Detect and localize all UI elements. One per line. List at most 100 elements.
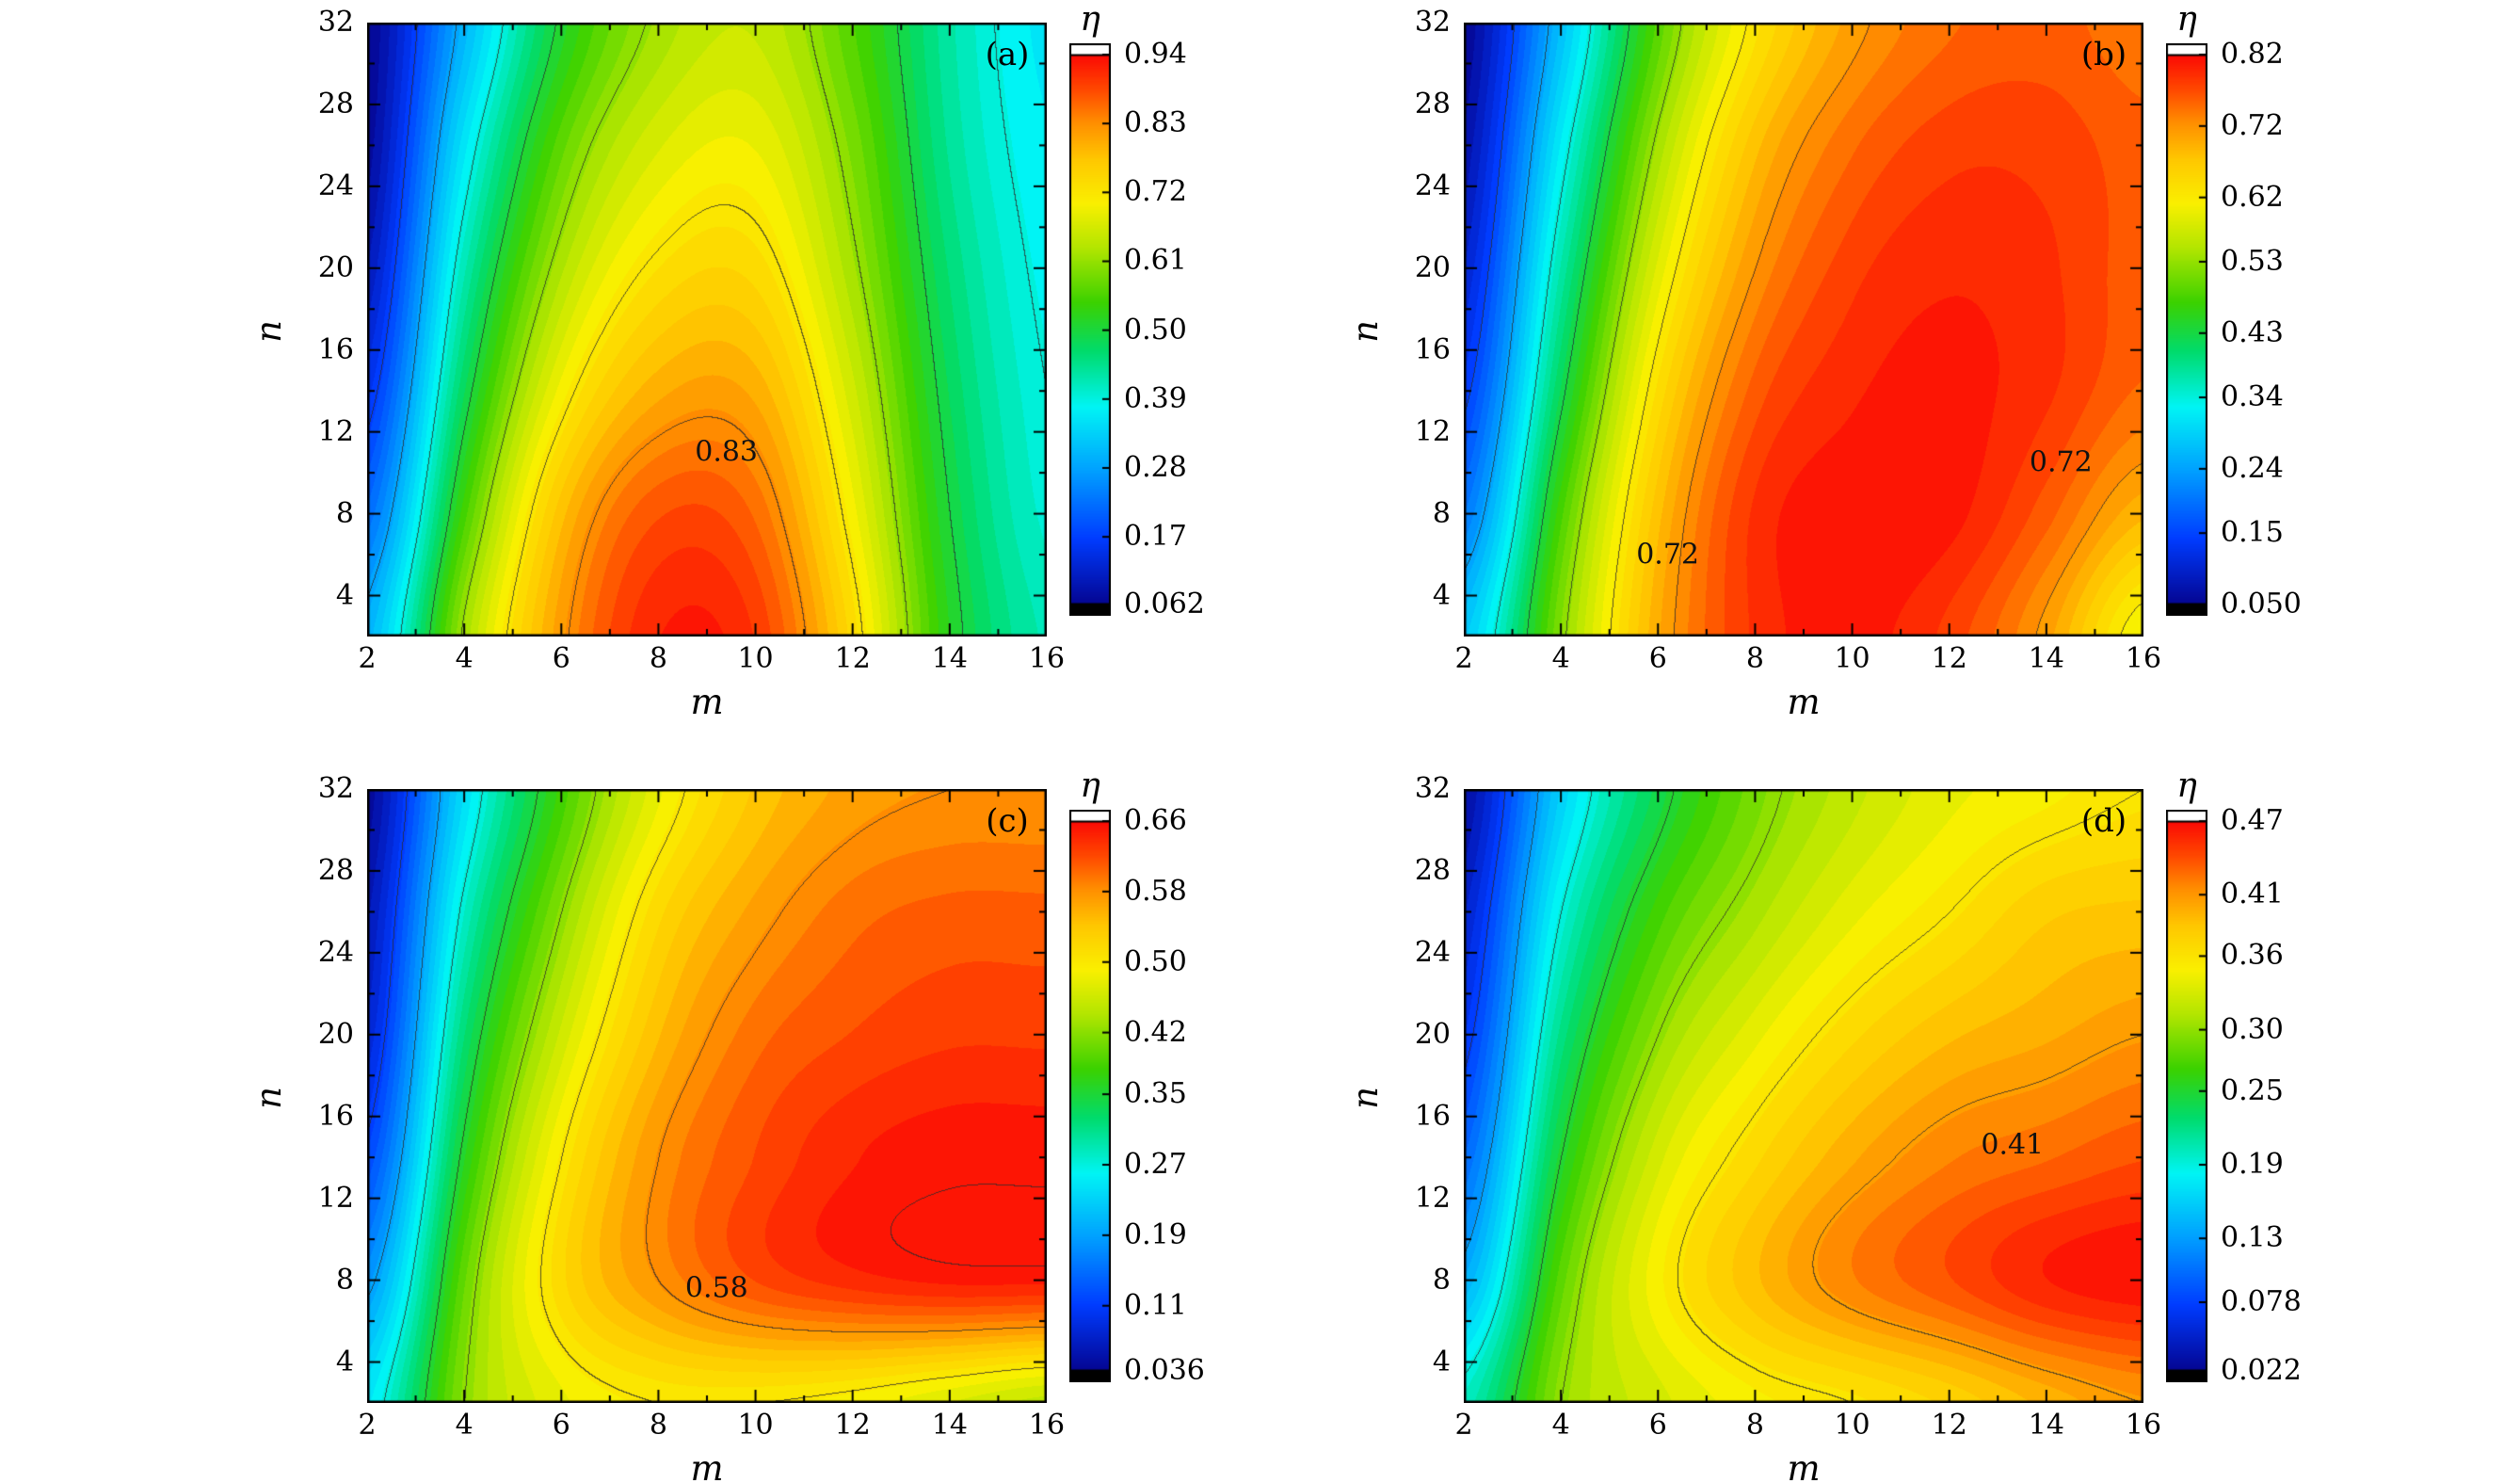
y-tick-label: 32 <box>1414 772 1451 805</box>
x-tick-label: 12 <box>1931 642 1967 675</box>
y-tick-label: 20 <box>1414 1017 1451 1051</box>
y-tick-label: 20 <box>1414 250 1451 284</box>
x-tick-label: 6 <box>552 642 570 675</box>
y-tick-label: 24 <box>1414 935 1451 969</box>
contour-level-label: 0.83 <box>695 435 759 469</box>
y-tick-label: 20 <box>317 1017 354 1051</box>
x-tick-label: 16 <box>1028 642 1066 675</box>
colorbar-tick-label: 0.35 <box>1124 1077 1187 1111</box>
y-tick-label: 4 <box>1432 1345 1451 1378</box>
panel-d: n m η (d) 2 4 6 8 10 12 14 16 4 8 12 16 20 24 28 32 0.47… <box>1097 766 2349 1483</box>
y-tick-label: 12 <box>1414 414 1451 448</box>
x-tick-label: 10 <box>1834 642 1870 675</box>
y-tick-label: 28 <box>317 87 354 121</box>
x-axis-label: m <box>690 1448 724 1483</box>
colorbar-tick-label: 0.47 <box>2221 804 2284 837</box>
x-axis-label: m <box>1787 1448 1821 1483</box>
colorbar-tick-label: 0.036 <box>1124 1354 1205 1387</box>
y-tick-label: 16 <box>1414 332 1451 366</box>
colorbar-tick-label: 0.50 <box>1124 313 1187 347</box>
colorbar-tick-label: 0.66 <box>1124 804 1187 837</box>
colorbar-tick-label: 0.022 <box>2221 1354 2302 1387</box>
colorbar-tick-label: 0.53 <box>2221 244 2284 278</box>
x-tick-label: 4 <box>1551 642 1570 675</box>
y-tick-label: 4 <box>335 1345 354 1378</box>
x-tick-label: 10 <box>737 642 774 675</box>
y-tick-label: 24 <box>317 935 354 969</box>
contour-level-label: 0.72 <box>2029 445 2093 479</box>
panel-c: n m η (c) 2 4 6 8 10 12 14 16 4 8 12 16 20 24 28 32 0.66… <box>0 766 1252 1483</box>
x-tick-label: 14 <box>2028 642 2064 675</box>
x-axis-label: m <box>690 682 724 722</box>
y-tick-label: 12 <box>317 414 354 448</box>
colorbar-tick-label: 0.28 <box>1124 450 1187 484</box>
y-tick-label: 32 <box>1414 6 1451 39</box>
panel-tag: (a) <box>985 36 1030 73</box>
colorbar-tick-label: 0.82 <box>2221 38 2284 71</box>
colorbar-tick-label: 0.58 <box>1124 874 1187 908</box>
colorbar-tick-label: 0.61 <box>1124 244 1187 278</box>
x-tick-label: 12 <box>1931 1409 1967 1442</box>
x-tick-label: 8 <box>1745 642 1764 675</box>
y-tick-label: 12 <box>1414 1181 1451 1215</box>
x-tick-label: 14 <box>2028 1409 2064 1442</box>
x-tick-label: 14 <box>931 1409 968 1442</box>
colorbar-tick-label: 0.36 <box>2221 939 2284 973</box>
x-tick-label: 4 <box>1551 1409 1570 1442</box>
colorbar-tick-label: 0.062 <box>1124 588 1205 621</box>
colorbar-tick-label: 0.078 <box>2221 1285 2302 1318</box>
contour-level-label: 0.72 <box>1636 538 1699 572</box>
contour-plot-canvas-a <box>367 23 1047 637</box>
colorbar-canvas-d <box>2166 810 2207 1382</box>
x-tick-label: 16 <box>2125 1409 2162 1442</box>
colorbar-tick-label: 0.13 <box>2221 1221 2284 1255</box>
colorbar-tick-label: 0.11 <box>1124 1288 1187 1322</box>
colorbar-tick-label: 0.27 <box>1124 1148 1187 1181</box>
x-tick-label: 14 <box>931 642 968 675</box>
colorbar-tick-label: 0.24 <box>2221 451 2284 485</box>
colorbar-title: η <box>1080 766 1100 805</box>
contour-level-label: 0.41 <box>1981 1128 2045 1162</box>
y-tick-label: 8 <box>335 496 354 530</box>
x-tick-label: 2 <box>358 1409 377 1442</box>
x-tick-label: 12 <box>834 1409 871 1442</box>
colorbar-canvas-c <box>1069 810 1111 1382</box>
x-tick-label: 10 <box>737 1409 774 1442</box>
colorbar-tick-label: 0.15 <box>2221 516 2284 550</box>
colorbar-tick-label: 0.19 <box>2221 1148 2284 1181</box>
colorbar-tick-label: 0.50 <box>1124 944 1187 978</box>
x-tick-label: 16 <box>1028 1409 1066 1442</box>
y-tick-label: 8 <box>1432 1263 1451 1297</box>
x-tick-label: 4 <box>455 1409 474 1442</box>
colorbar-tick-label: 0.39 <box>1124 381 1187 415</box>
x-tick-label: 4 <box>455 642 474 675</box>
x-tick-label: 2 <box>358 642 377 675</box>
y-tick-label: 24 <box>1414 169 1451 202</box>
panel-tag: (c) <box>986 802 1029 840</box>
x-tick-label: 8 <box>649 1409 667 1442</box>
panel-b: n m η (b) 2 4 6 8 10 12 14 16 4 8 12 16 20 24 28 32 0.82… <box>1097 0 2349 753</box>
y-tick-label: 8 <box>335 1263 354 1297</box>
y-tick-label: 28 <box>1414 87 1451 121</box>
x-tick-label: 10 <box>1834 1409 1870 1442</box>
y-tick-label: 28 <box>1414 853 1451 887</box>
colorbar-tick-label: 0.25 <box>2221 1073 2284 1107</box>
y-tick-label: 32 <box>317 6 354 39</box>
contour-plot-canvas-b <box>1464 23 2143 637</box>
x-tick-label: 8 <box>1745 1409 1764 1442</box>
colorbar-tick-label: 0.30 <box>2221 1012 2284 1046</box>
x-axis-label: m <box>1787 682 1821 722</box>
colorbar-title: η <box>2176 766 2197 805</box>
x-tick-label: 6 <box>552 1409 570 1442</box>
y-tick-label: 4 <box>335 578 354 612</box>
panel-tag: (b) <box>2080 36 2127 73</box>
y-tick-label: 12 <box>317 1181 354 1215</box>
colorbar-tick-label: 0.17 <box>1124 520 1187 554</box>
colorbar-tick-label: 0.34 <box>2221 380 2284 414</box>
colorbar-tick-label: 0.42 <box>1124 1015 1187 1049</box>
y-tick-label: 32 <box>317 772 354 805</box>
y-tick-label: 20 <box>317 250 354 284</box>
colorbar-tick-label: 0.72 <box>2221 108 2284 142</box>
colorbar-tick-label: 0.41 <box>2221 878 2284 911</box>
colorbar-title: η <box>2176 0 2197 39</box>
